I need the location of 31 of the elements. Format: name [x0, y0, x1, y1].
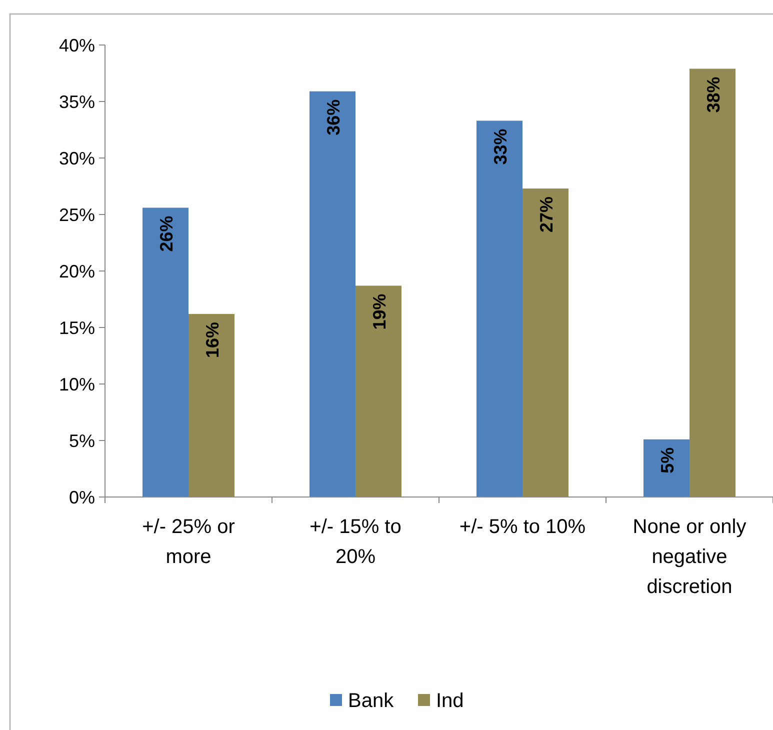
y-tick-label: 15%	[58, 318, 95, 338]
data-label: 36%	[324, 99, 344, 136]
bar	[522, 188, 568, 497]
bar	[356, 286, 402, 497]
legend-label: Ind	[436, 690, 464, 712]
data-label: 38%	[704, 76, 724, 113]
bar	[690, 68, 736, 497]
y-tick-label: 20%	[58, 261, 95, 282]
bar	[644, 439, 690, 497]
data-label: 16%	[202, 322, 222, 358]
x-tick-label: +/- 25% or more	[142, 516, 236, 568]
y-tick-label: 25%	[58, 204, 95, 225]
bar	[476, 120, 522, 497]
bar	[142, 208, 188, 497]
data-label: 26%	[156, 216, 176, 252]
y-tick-label: 5%	[68, 430, 95, 451]
bar	[188, 314, 234, 497]
y-tick-label: 0%	[68, 487, 95, 508]
y-tick-label: 40%	[58, 35, 95, 56]
x-tick-label: +/- 15% to 20%	[310, 516, 402, 568]
data-label: 19%	[370, 294, 390, 330]
data-label: 27%	[536, 196, 556, 233]
y-tick-label: 35%	[58, 92, 95, 112]
y-tick-label: 10%	[58, 374, 95, 394]
data-label: 5%	[658, 447, 678, 474]
legend-label: Bank	[348, 690, 395, 712]
bar	[310, 91, 356, 497]
x-tick-label: None or only negative discretion	[632, 516, 746, 598]
y-tick-label: 30%	[58, 148, 95, 168]
x-tick-label: +/- 5% to 10%	[459, 516, 586, 538]
data-label: 33%	[490, 128, 510, 165]
